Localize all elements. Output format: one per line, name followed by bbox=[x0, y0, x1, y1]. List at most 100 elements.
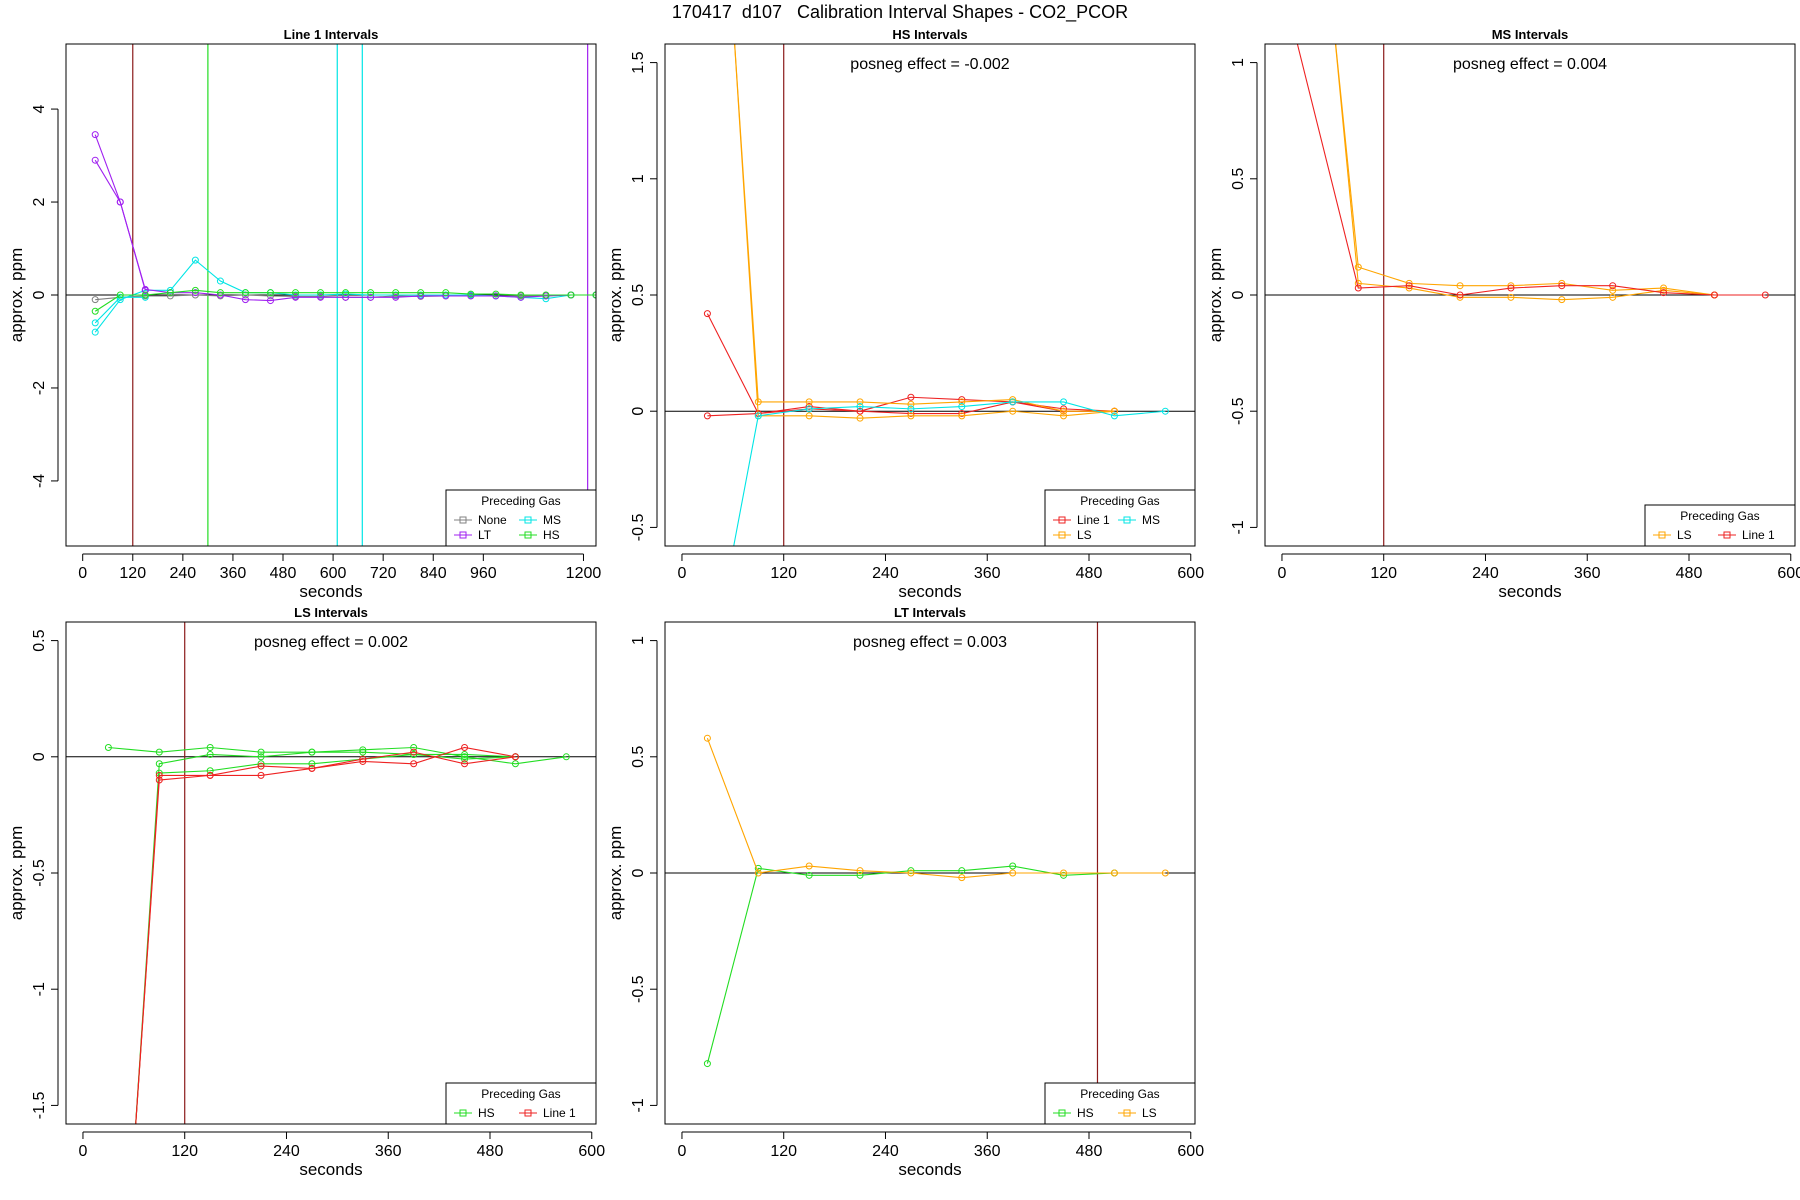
data-point bbox=[216, 277, 224, 285]
data-point bbox=[216, 291, 224, 299]
data-point bbox=[492, 290, 500, 298]
data-point bbox=[1009, 862, 1017, 870]
legend-entry-label: Line 1 bbox=[543, 1106, 576, 1120]
data-point bbox=[241, 291, 249, 299]
series-line-lt bbox=[94, 134, 596, 302]
data-point bbox=[856, 403, 864, 411]
chart-panel-hs-intervals: HS Intervals posneg effect = -0.002 0 120 24… bbox=[606, 13, 1204, 601]
panel-title: HS Intervals bbox=[892, 27, 967, 42]
data-point bbox=[1405, 282, 1413, 290]
data-point bbox=[308, 748, 316, 756]
plot-area bbox=[665, 13, 1195, 554]
data-point bbox=[292, 291, 300, 299]
x-tick-label: 720 bbox=[370, 565, 397, 582]
data-point bbox=[131, 1149, 137, 1155]
series-line-ls bbox=[734, 44, 1115, 419]
y-tick-label: 1.5 bbox=[630, 51, 647, 73]
posneg-annotation: posneg effect = -0.002 bbox=[850, 56, 1009, 73]
data-point bbox=[467, 292, 475, 300]
data-point bbox=[1660, 286, 1668, 294]
data-point bbox=[730, 13, 736, 19]
data-point bbox=[342, 289, 350, 297]
data-point bbox=[1110, 407, 1118, 415]
data-point bbox=[907, 405, 915, 413]
data-point bbox=[1660, 289, 1668, 297]
data-point bbox=[367, 291, 375, 299]
data-point bbox=[461, 755, 469, 763]
legend: Preceding Gas Line 1 MS LS bbox=[1044, 489, 1196, 547]
x-tick-label: 600 bbox=[578, 1143, 605, 1160]
data-point bbox=[166, 289, 174, 297]
data-point bbox=[241, 296, 249, 304]
data-point bbox=[907, 400, 915, 408]
data-point bbox=[805, 398, 813, 406]
data-point bbox=[856, 871, 864, 879]
data-point bbox=[141, 293, 149, 301]
data-point bbox=[461, 760, 469, 768]
plot-area bbox=[665, 622, 1195, 1124]
y-axis-label: approx. ppm bbox=[7, 826, 26, 921]
y-tick-label: 4 bbox=[31, 105, 48, 114]
data-point bbox=[317, 293, 325, 301]
y-tick-label: -1.5 bbox=[31, 1092, 48, 1120]
x-tick-label: 600 bbox=[1177, 1143, 1204, 1160]
x-tick-label: 0 bbox=[1278, 565, 1287, 582]
plot-frame bbox=[1264, 43, 1796, 547]
data-point bbox=[206, 771, 214, 779]
series-line-ls bbox=[1334, 44, 1715, 301]
data-point bbox=[392, 293, 400, 301]
x-tick-label: 600 bbox=[320, 565, 347, 582]
x-tick-label: 360 bbox=[375, 1143, 402, 1160]
data-point bbox=[410, 744, 418, 751]
legend-swatch-marker bbox=[1123, 1109, 1131, 1117]
data-point bbox=[805, 412, 813, 420]
legend-swatch-marker bbox=[1723, 531, 1731, 539]
plot-frame bbox=[664, 621, 1196, 1125]
data-point bbox=[511, 753, 519, 761]
legend: Preceding Gas HS LS bbox=[1044, 1082, 1196, 1125]
posneg-annotation: posneg effect = 0.003 bbox=[853, 634, 1007, 651]
y-tick-label: -0.5 bbox=[31, 859, 48, 887]
series-line-lt bbox=[94, 159, 146, 291]
data-point bbox=[1405, 284, 1413, 292]
data-point bbox=[155, 771, 163, 779]
data-point bbox=[155, 748, 163, 756]
data-point bbox=[191, 289, 199, 297]
legend: Preceding Gas HS Line 1 bbox=[445, 1082, 597, 1125]
y-axis-label: approx. ppm bbox=[606, 826, 625, 921]
x-tick-label: 120 bbox=[1370, 565, 1397, 582]
data-point bbox=[1330, 13, 1336, 19]
data-point bbox=[567, 291, 575, 299]
y-axis-label: approx. ppm bbox=[1206, 248, 1225, 343]
series-line-hs bbox=[706, 865, 1115, 1064]
data-point bbox=[958, 410, 966, 418]
data-point bbox=[1110, 412, 1118, 420]
data-point bbox=[958, 412, 966, 420]
plot-frame bbox=[65, 43, 597, 547]
x-tick-label: 600 bbox=[1177, 565, 1204, 582]
legend-entry-label: LS bbox=[1142, 1106, 1157, 1120]
x-tick-label: 360 bbox=[1574, 565, 1601, 582]
data-point bbox=[116, 198, 124, 206]
figure-title: 170417 d107 Calibration Interval Shapes … bbox=[671, 2, 1129, 22]
data-point bbox=[805, 403, 813, 411]
data-point bbox=[367, 289, 375, 297]
series-line-ls bbox=[734, 44, 1115, 412]
plot-area bbox=[1265, 13, 1795, 546]
data-point bbox=[1009, 407, 1017, 415]
y-tick-label: 0.5 bbox=[31, 629, 48, 651]
data-point bbox=[257, 762, 265, 770]
x-tick-label: 360 bbox=[974, 565, 1001, 582]
data-point bbox=[216, 289, 224, 297]
y-tick-label: 0 bbox=[31, 290, 48, 299]
series-line-ms bbox=[733, 401, 1166, 546]
data-point bbox=[1287, 13, 1293, 19]
data-point bbox=[308, 764, 316, 772]
x-tick-label: 240 bbox=[872, 1143, 899, 1160]
data-point bbox=[206, 750, 214, 758]
data-point bbox=[730, 548, 736, 554]
x-axis-label: seconds bbox=[898, 1160, 961, 1179]
x-tick-label: 120 bbox=[770, 1143, 797, 1160]
posneg-annotation: posneg effect = 0.004 bbox=[1453, 56, 1607, 73]
